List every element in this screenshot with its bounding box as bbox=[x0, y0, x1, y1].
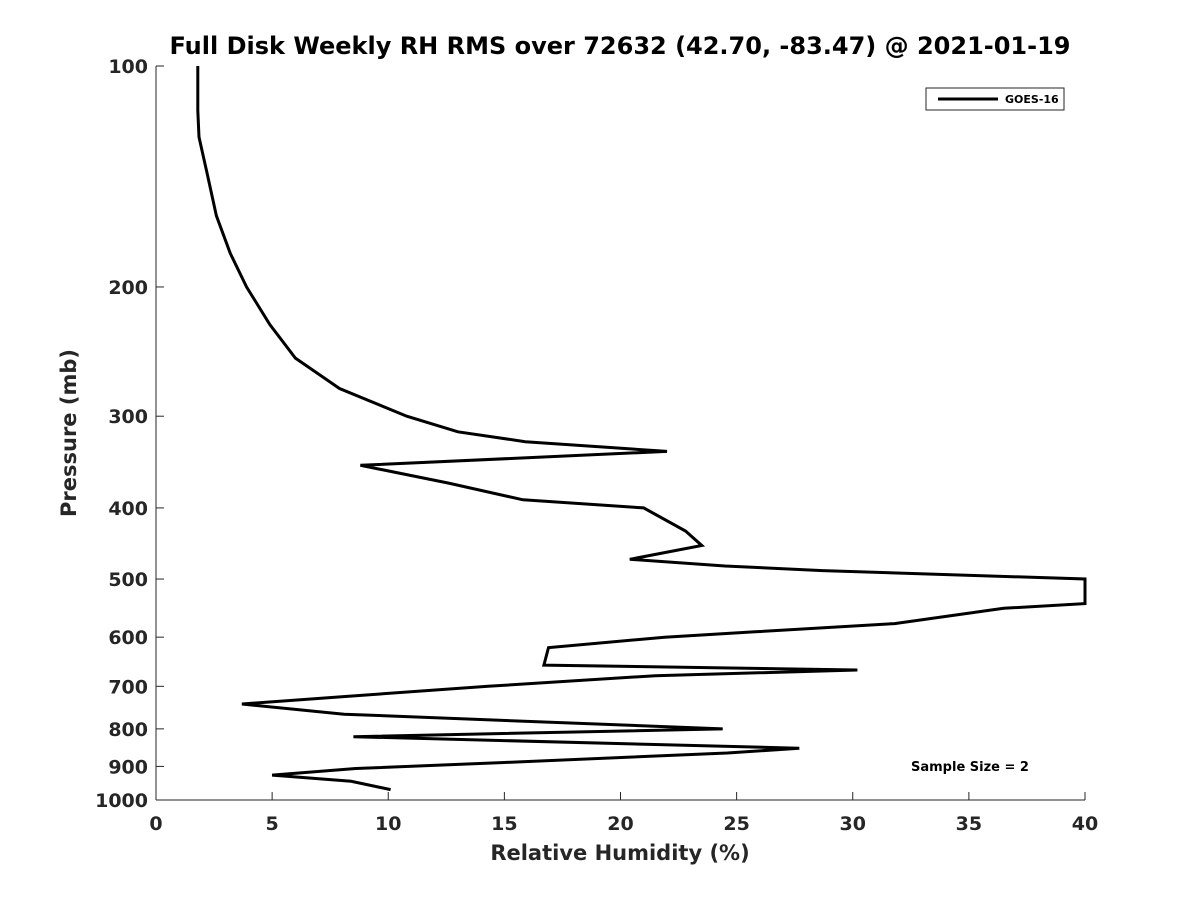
x-tick-label: 0 bbox=[149, 813, 162, 835]
x-tick-label: 35 bbox=[956, 813, 982, 835]
x-axis-label: Relative Humidity (%) bbox=[490, 841, 749, 865]
x-tick-label: 10 bbox=[375, 813, 401, 835]
x-tick-label: 5 bbox=[266, 813, 279, 835]
y-tick-label: 900 bbox=[108, 756, 148, 778]
y-tick-label: 1000 bbox=[95, 790, 148, 812]
y-tick-label: 300 bbox=[108, 406, 148, 428]
y-tick-label: 400 bbox=[108, 498, 148, 520]
y-tick-label: 600 bbox=[108, 627, 148, 649]
plot-area: 0 5 10 15 20 25 30 35 40 100 200 300 400 500 600 700 80… bbox=[95, 56, 1098, 835]
x-tick-label: 15 bbox=[491, 813, 517, 835]
x-tick-label: 25 bbox=[723, 813, 749, 835]
chart-title: Full Disk Weekly RH RMS over 72632 (42.7… bbox=[169, 32, 1070, 60]
y-tick-label: 500 bbox=[108, 569, 148, 591]
x-tick-label: 30 bbox=[840, 813, 866, 835]
y-tick-label: 800 bbox=[108, 719, 148, 741]
y-tick-label: 100 bbox=[108, 56, 148, 78]
sample-size-annotation: Sample Size = 2 bbox=[911, 760, 1029, 775]
y-tick-label: 200 bbox=[108, 277, 148, 299]
x-tick-label: 40 bbox=[1072, 813, 1098, 835]
legend: GOES-16 bbox=[925, 87, 1065, 111]
series-layer bbox=[196, 66, 1087, 792]
y-ticks: 100 200 300 400 500 600 700 800 900 1000 bbox=[95, 56, 164, 812]
x-tick-label: 20 bbox=[607, 813, 633, 835]
x-ticks: 0 5 10 15 20 25 30 35 40 bbox=[149, 792, 1098, 835]
y-tick-label: 700 bbox=[108, 676, 148, 698]
series-line-goes-16 bbox=[196, 66, 1087, 792]
y-axis-label: Pressure (mb) bbox=[57, 349, 81, 517]
legend-label-goes-16: GOES-16 bbox=[1005, 93, 1059, 106]
